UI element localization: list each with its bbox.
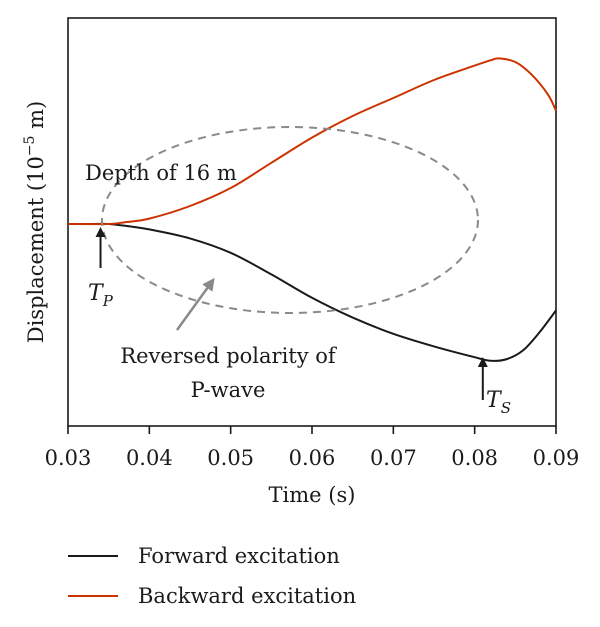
x-tick-label: 0.06 [289, 446, 336, 470]
legend-label-backward: Backward excitation [138, 584, 356, 608]
tp-label: TP [88, 281, 114, 310]
y-axis-label-unit: m) [24, 101, 48, 136]
ts-label-main: T [486, 388, 503, 413]
x-tick-label: 0.05 [207, 446, 254, 470]
ts-label-sub: S [501, 399, 511, 417]
depth-annotation: Depth of 16 m [85, 161, 237, 185]
reversed-polarity-label-line2: P-wave [191, 378, 266, 402]
x-tick-label: 0.03 [45, 446, 92, 470]
series-line-backward [67, 57, 557, 226]
y-axis-label-exp: −5 [22, 136, 38, 157]
tp-label-main: T [88, 281, 105, 306]
tp-label-sub: P [102, 292, 114, 310]
ts-label: TS [486, 388, 511, 417]
x-tick-label: 0.04 [126, 446, 173, 470]
series-line-forward [68, 222, 557, 362]
x-tick-label: 0.09 [533, 446, 580, 470]
x-tick-label: 0.07 [370, 446, 417, 470]
y-axis-label-main: Displacement (10 [24, 156, 48, 343]
y-axis-label: Displacement (10−5 m) [22, 101, 48, 344]
reversed-polarity-ellipse [101, 126, 479, 314]
x-axis-label: Time (s) [269, 483, 356, 507]
x-tick-label: 0.08 [451, 446, 498, 470]
reversed-polarity-arrow [175, 277, 215, 331]
reversed-polarity-label-line1: Reversed polarity of [120, 344, 338, 368]
legend-label-forward: Forward excitation [138, 544, 340, 568]
x-axis-ticks: 0.03 0.04 0.05 0.06 0.07 0.08 0.09 [45, 426, 580, 470]
